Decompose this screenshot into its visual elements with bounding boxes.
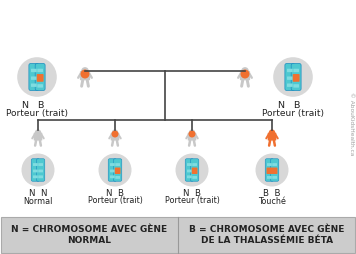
Circle shape — [111, 131, 119, 137]
Circle shape — [99, 153, 131, 186]
Text: Normal: Normal — [23, 197, 53, 205]
FancyBboxPatch shape — [293, 69, 299, 72]
FancyBboxPatch shape — [293, 84, 299, 88]
FancyBboxPatch shape — [34, 133, 42, 140]
FancyBboxPatch shape — [291, 64, 301, 90]
FancyBboxPatch shape — [115, 163, 120, 166]
FancyBboxPatch shape — [115, 176, 120, 179]
Circle shape — [273, 57, 313, 97]
FancyBboxPatch shape — [33, 176, 38, 178]
FancyBboxPatch shape — [187, 163, 192, 166]
FancyBboxPatch shape — [1, 217, 355, 253]
Circle shape — [81, 67, 89, 75]
FancyBboxPatch shape — [265, 159, 273, 181]
FancyBboxPatch shape — [272, 176, 277, 179]
FancyBboxPatch shape — [33, 170, 38, 172]
Text: N  N: N N — [29, 188, 47, 198]
Circle shape — [21, 153, 54, 186]
Text: N = CHROMOSOME AVEC GÈNE
NORMAL: N = CHROMOSOME AVEC GÈNE NORMAL — [11, 225, 167, 245]
FancyBboxPatch shape — [271, 159, 279, 181]
Circle shape — [17, 57, 57, 97]
FancyBboxPatch shape — [187, 170, 192, 172]
FancyBboxPatch shape — [37, 69, 43, 72]
Circle shape — [35, 129, 41, 136]
Text: Porteur (trait): Porteur (trait) — [164, 197, 219, 205]
FancyBboxPatch shape — [188, 133, 196, 140]
Text: Porteur (trait): Porteur (trait) — [262, 109, 324, 118]
Circle shape — [176, 153, 209, 186]
Circle shape — [269, 129, 275, 136]
Text: N  B: N B — [106, 188, 124, 198]
FancyBboxPatch shape — [31, 84, 37, 87]
FancyBboxPatch shape — [285, 64, 295, 90]
FancyBboxPatch shape — [240, 71, 250, 80]
Text: N   B: N B — [278, 101, 300, 110]
FancyBboxPatch shape — [287, 69, 293, 72]
FancyBboxPatch shape — [115, 168, 120, 174]
FancyBboxPatch shape — [192, 163, 197, 166]
FancyBboxPatch shape — [35, 64, 45, 90]
Circle shape — [256, 153, 288, 186]
FancyBboxPatch shape — [108, 159, 116, 181]
FancyBboxPatch shape — [272, 168, 277, 174]
FancyBboxPatch shape — [287, 76, 293, 80]
Circle shape — [241, 67, 249, 75]
FancyBboxPatch shape — [31, 69, 37, 72]
FancyBboxPatch shape — [110, 170, 115, 172]
FancyBboxPatch shape — [37, 159, 45, 181]
FancyBboxPatch shape — [187, 176, 192, 178]
FancyBboxPatch shape — [37, 84, 43, 88]
FancyBboxPatch shape — [110, 176, 115, 178]
Text: © AbouKidsHealth.ca: © AbouKidsHealth.ca — [350, 92, 355, 156]
FancyBboxPatch shape — [33, 163, 38, 166]
FancyBboxPatch shape — [31, 159, 40, 181]
FancyBboxPatch shape — [190, 159, 199, 181]
Circle shape — [112, 129, 118, 136]
FancyBboxPatch shape — [267, 168, 272, 174]
FancyBboxPatch shape — [185, 159, 194, 181]
FancyBboxPatch shape — [293, 74, 299, 82]
FancyBboxPatch shape — [29, 64, 39, 90]
FancyBboxPatch shape — [80, 71, 90, 80]
FancyBboxPatch shape — [114, 159, 122, 181]
FancyBboxPatch shape — [267, 176, 272, 179]
FancyBboxPatch shape — [272, 163, 277, 166]
Text: B  B: B B — [263, 188, 281, 198]
Text: Touché: Touché — [258, 197, 286, 205]
Text: Porteur (trait): Porteur (trait) — [6, 109, 68, 118]
FancyBboxPatch shape — [192, 176, 197, 179]
FancyBboxPatch shape — [192, 168, 198, 174]
Circle shape — [189, 129, 195, 136]
Text: N  B: N B — [183, 188, 201, 198]
Text: N   B: N B — [22, 101, 44, 110]
FancyBboxPatch shape — [287, 84, 293, 87]
FancyBboxPatch shape — [38, 170, 43, 172]
FancyBboxPatch shape — [31, 76, 37, 80]
Text: Porteur (trait): Porteur (trait) — [88, 197, 142, 205]
FancyBboxPatch shape — [268, 133, 276, 140]
FancyBboxPatch shape — [38, 176, 43, 178]
Text: B = CHROMOSOME AVEC GÈNE
DE LA THALASSÉMIE BÉTA: B = CHROMOSOME AVEC GÈNE DE LA THALASSÉM… — [189, 225, 345, 245]
FancyBboxPatch shape — [267, 163, 272, 166]
FancyBboxPatch shape — [37, 74, 43, 82]
Circle shape — [241, 70, 250, 78]
Circle shape — [80, 70, 89, 78]
FancyBboxPatch shape — [110, 163, 115, 166]
FancyBboxPatch shape — [38, 163, 43, 166]
FancyBboxPatch shape — [111, 133, 119, 140]
Circle shape — [188, 131, 195, 137]
